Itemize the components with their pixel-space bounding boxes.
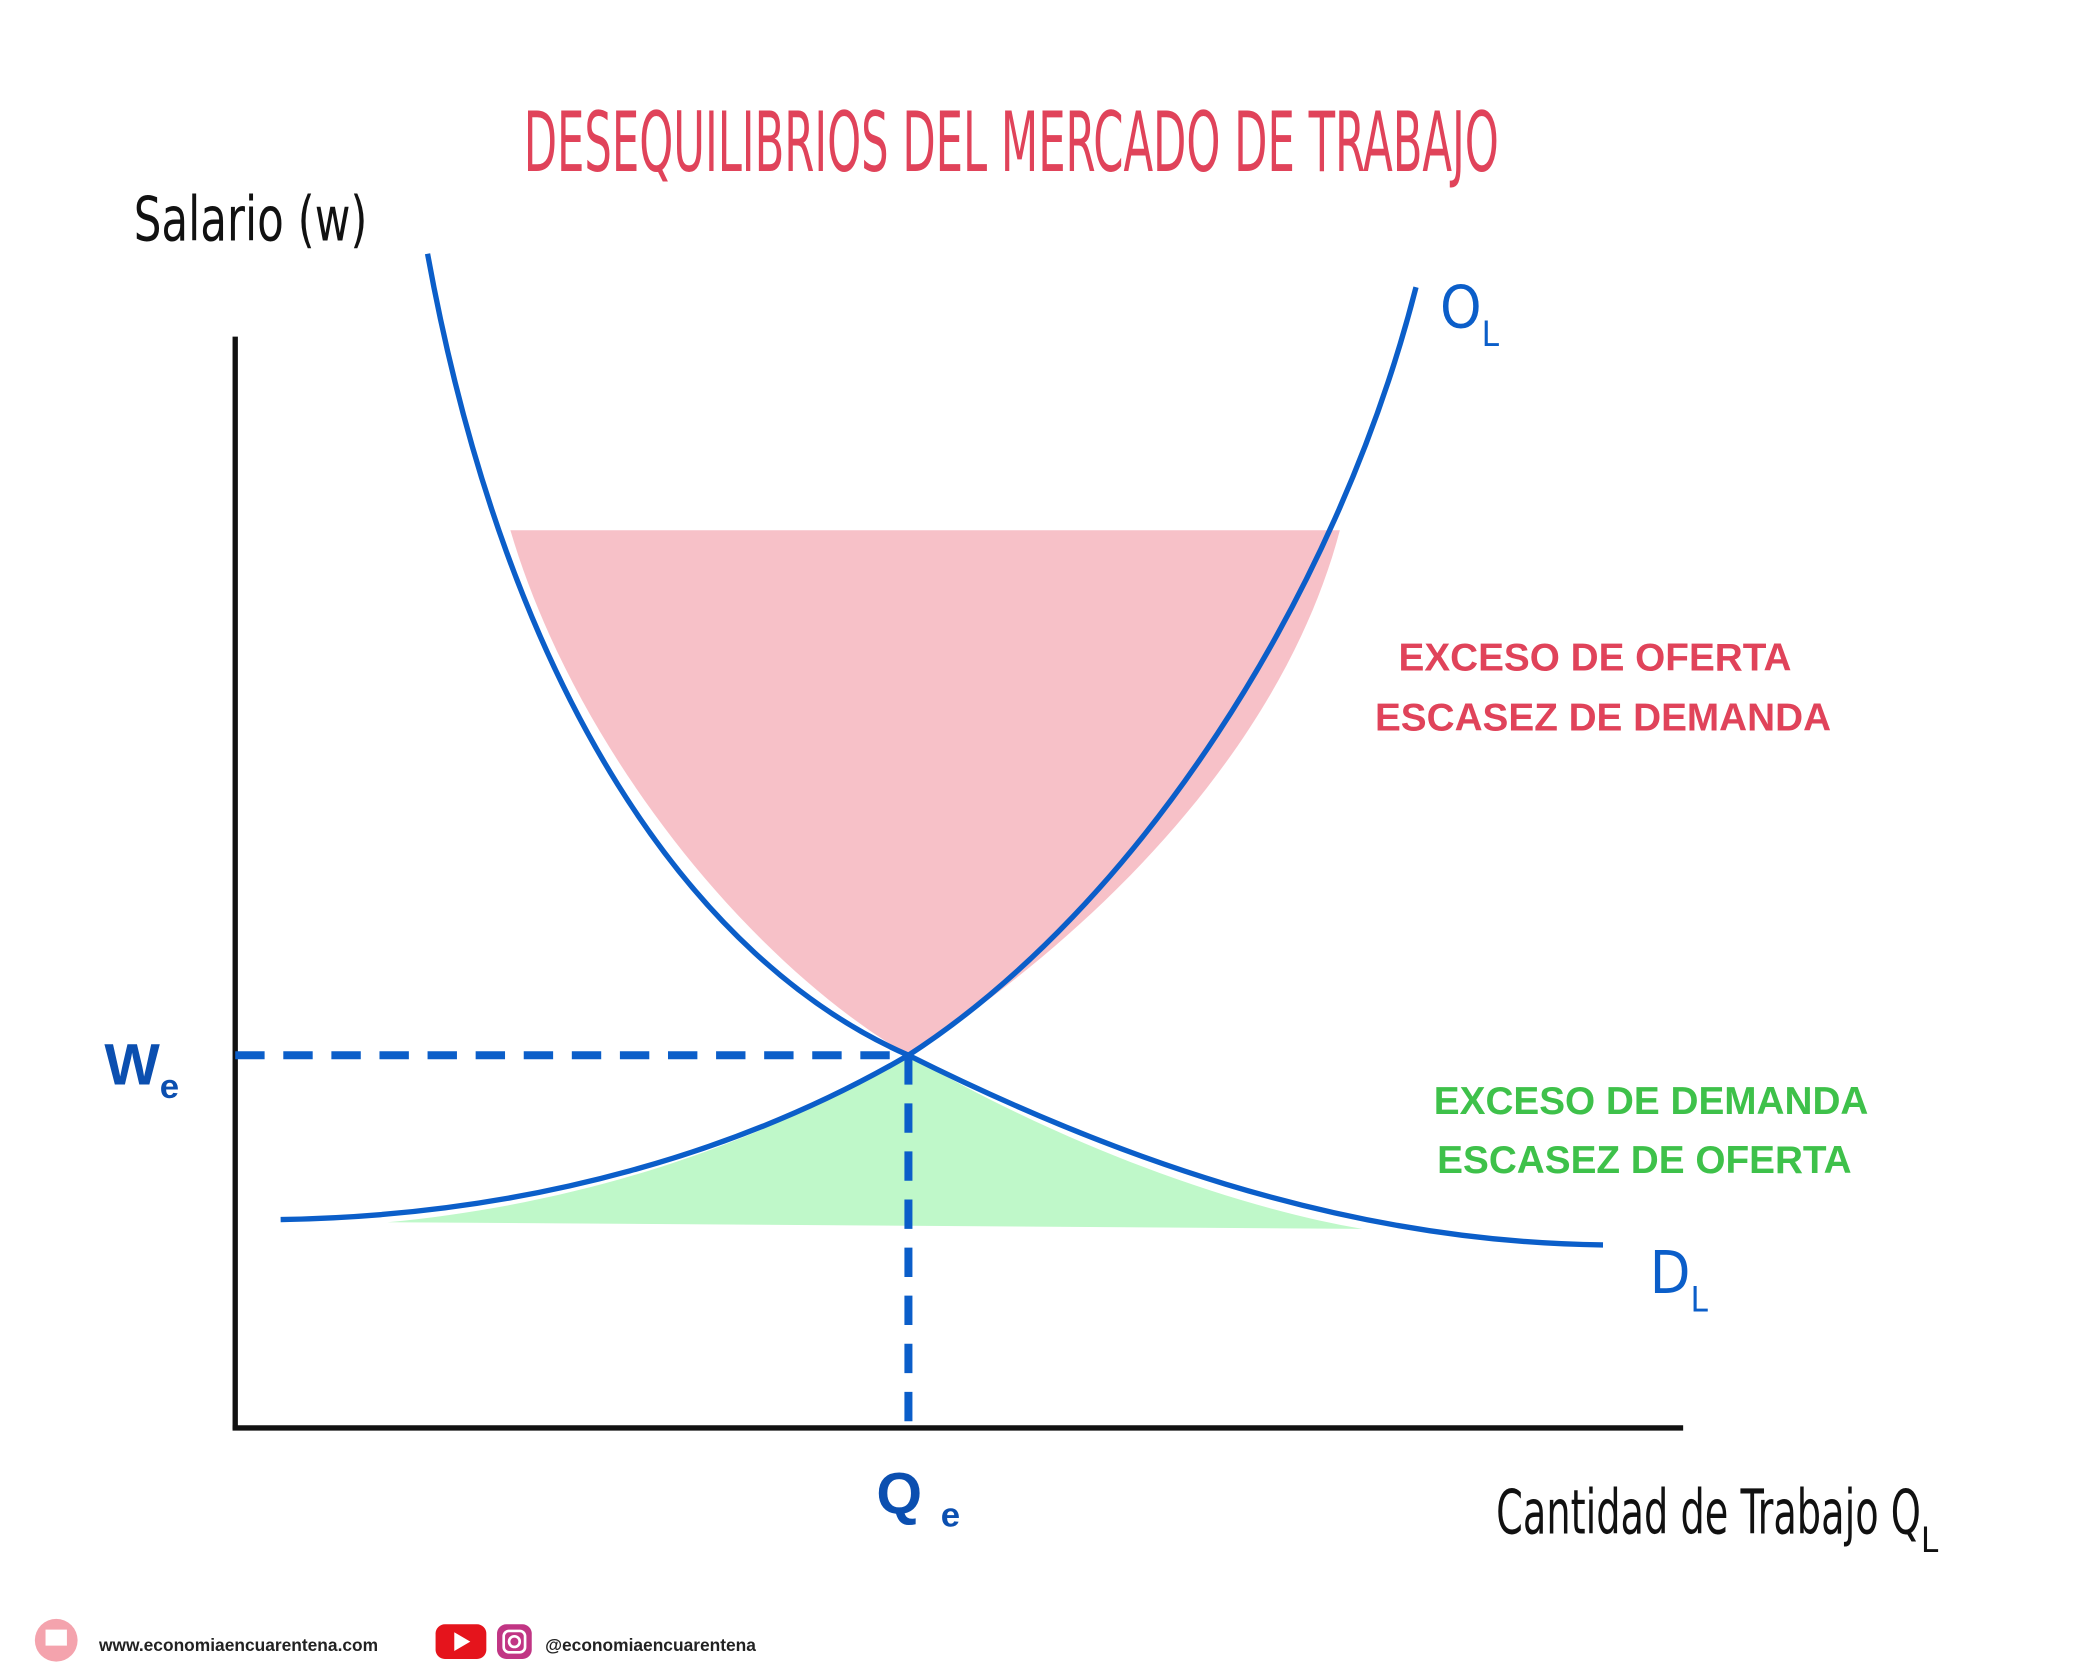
demand-label-main: D <box>1650 1238 1691 1307</box>
wage-label-sub: e <box>160 1068 179 1106</box>
title: DESEQUILIBRIOS DEL MERCADO DE TRABAJO <box>524 94 1499 191</box>
demand-label: DL <box>1650 1238 1709 1321</box>
supply-label-main: O <box>1440 272 1482 341</box>
footer-handle: @economiaencuarentena <box>545 1635 756 1655</box>
supply-label: OL <box>1440 272 1500 355</box>
instagram-frame <box>502 1629 527 1654</box>
instagram-lens <box>507 1634 522 1649</box>
instagram-icon <box>497 1624 532 1659</box>
footer-website: www.economiaencuarentena.com <box>98 1635 378 1655</box>
excess-demand-area <box>387 1055 1363 1229</box>
x-axis-label-sub: L <box>1921 1521 1939 1561</box>
excess-supply-line: ESCASEZ DE DEMANDA <box>1375 697 1831 740</box>
excess-supply-area <box>510 530 1340 1056</box>
demand-curve <box>424 253 1604 1248</box>
demand-label-sub: L <box>1690 1281 1708 1321</box>
quantity-label-main: Q <box>876 1461 922 1526</box>
excess-demand-line: ESCASEZ DE OFERTA <box>1437 1139 1851 1182</box>
x-axis-label: Cantidad de Trabajo QL <box>1496 1477 1939 1561</box>
logo-detail <box>45 1629 67 1646</box>
excess-demand-line: EXCESO DE DEMANDA <box>1434 1080 1869 1123</box>
y-axis-label: Salario (w) <box>134 184 368 255</box>
quantity-label-sub: e <box>941 1497 960 1535</box>
excess-supply-line: EXCESO DE OFERTA <box>1399 637 1792 680</box>
supply-label-sub: L <box>1482 315 1500 355</box>
supply-curve <box>280 286 1419 1223</box>
wage-label: We <box>104 1033 179 1106</box>
x-axis-label-main: Cantidad de Trabajo Q <box>1496 1477 1921 1548</box>
wage-label-main: W <box>104 1033 160 1098</box>
youtube-play <box>454 1632 471 1651</box>
